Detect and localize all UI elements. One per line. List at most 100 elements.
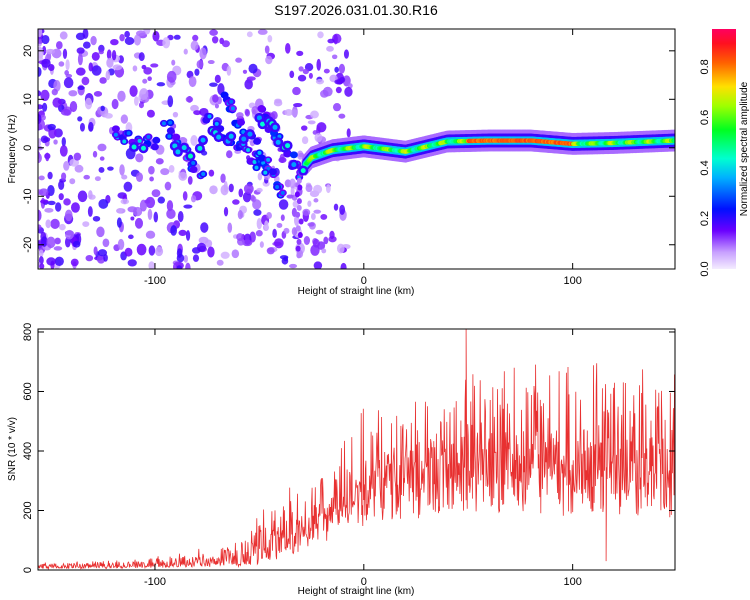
noise-blob <box>96 226 105 238</box>
ridge-blob-core <box>181 145 187 151</box>
noise-blob <box>152 30 160 42</box>
noise-blob <box>72 240 81 248</box>
noise-blob <box>111 49 117 61</box>
noise-blob <box>211 36 219 44</box>
noise-blob <box>250 194 255 202</box>
noise-blob <box>199 47 207 60</box>
noise-blob <box>124 247 133 257</box>
noise-blob <box>53 246 63 251</box>
noise-blob <box>166 200 174 212</box>
noise-blob <box>121 174 128 180</box>
noise-blob <box>167 95 174 108</box>
noise-blob <box>41 58 51 68</box>
noise-blob <box>182 191 188 201</box>
noise-blob <box>243 183 254 194</box>
noise-blob <box>223 180 228 193</box>
branch-core <box>230 106 235 111</box>
noise-blob <box>38 188 49 197</box>
noise-blob <box>156 82 166 87</box>
noise-blob <box>45 152 50 162</box>
noise-blob <box>39 263 45 269</box>
noise-blob <box>253 209 262 216</box>
spectrogram-y-tick-label: -20 <box>22 237 34 253</box>
noise-blob <box>226 150 233 159</box>
colorbar-tick-label: 0.4 <box>699 160 711 175</box>
noise-blob <box>117 90 126 102</box>
noise-blob <box>157 196 165 204</box>
noise-blob <box>104 112 113 119</box>
noise-blob <box>274 238 284 249</box>
ridge-blob-core <box>175 149 181 155</box>
noise-blob <box>97 143 107 152</box>
branch-blob <box>166 127 175 135</box>
noise-blob <box>46 257 56 266</box>
noise-blob <box>291 227 298 236</box>
noise-blob <box>209 185 218 195</box>
branch-core <box>207 114 212 119</box>
noise-blob <box>236 233 244 242</box>
noise-blob <box>310 110 319 119</box>
noise-blob <box>99 156 105 161</box>
streak-blob <box>296 204 302 211</box>
streak-blob <box>296 238 302 245</box>
noise-blob <box>187 175 193 185</box>
noise-blob <box>120 114 129 124</box>
noise-blob <box>138 52 145 62</box>
noise-blob <box>326 45 334 52</box>
noise-blob <box>176 253 185 263</box>
streak-blob <box>295 211 301 218</box>
noise-blob <box>227 222 233 233</box>
noise-blob <box>64 209 73 222</box>
noise-blob <box>257 172 263 181</box>
noise-blob <box>207 60 215 65</box>
branch-core <box>261 160 266 165</box>
snr-y-tick-label: 600 <box>22 382 34 400</box>
noise-blob <box>333 203 339 211</box>
branch-core <box>246 148 251 153</box>
noise-blob <box>166 208 176 220</box>
noise-blob <box>79 122 85 132</box>
noise-blob <box>44 207 54 213</box>
noise-blob <box>145 230 156 239</box>
noise-blob <box>40 89 50 101</box>
noise-blob <box>110 38 119 46</box>
noise-blob <box>91 65 102 76</box>
noise-blob <box>221 40 230 48</box>
noise-blob <box>150 63 159 68</box>
noise-blob <box>96 254 106 264</box>
noise-blob <box>296 50 304 57</box>
noise-blob <box>64 70 70 76</box>
noise-blob <box>69 178 76 185</box>
noise-blob <box>283 227 290 234</box>
noise-blob <box>68 90 78 97</box>
noise-blob <box>266 212 272 220</box>
noise-blob <box>317 31 324 39</box>
noise-blob <box>38 152 42 164</box>
noise-blob <box>99 77 107 84</box>
noise-blob <box>267 35 273 43</box>
noise-blob <box>313 261 323 269</box>
noise-blob <box>83 174 90 180</box>
noise-blob <box>82 29 89 39</box>
streak-blob <box>296 198 302 205</box>
noise-blob <box>50 218 60 229</box>
ridge-blob-core <box>275 139 281 145</box>
streak-blob <box>294 191 300 198</box>
noise-blob <box>73 152 82 161</box>
noise-blob <box>338 113 346 119</box>
snr-panel: -100 0 100 0 200 400 600 800 Height of straigh… <box>7 323 676 597</box>
snr-x-tick-label: 0 <box>361 576 367 588</box>
noise-blob <box>323 236 329 245</box>
spectrogram-x-tick-label: -100 <box>144 275 166 287</box>
noise-blob <box>134 217 144 229</box>
noise-blob <box>237 209 243 220</box>
noise-blob <box>142 78 148 84</box>
noise-blob <box>70 258 79 267</box>
noise-blob <box>65 229 75 240</box>
noise-blob <box>307 120 316 125</box>
snr-frame <box>37 328 676 571</box>
branch-core <box>137 138 142 143</box>
noise-blob <box>200 222 209 233</box>
ridge-blob-core <box>200 137 206 143</box>
noise-blob <box>38 66 42 77</box>
